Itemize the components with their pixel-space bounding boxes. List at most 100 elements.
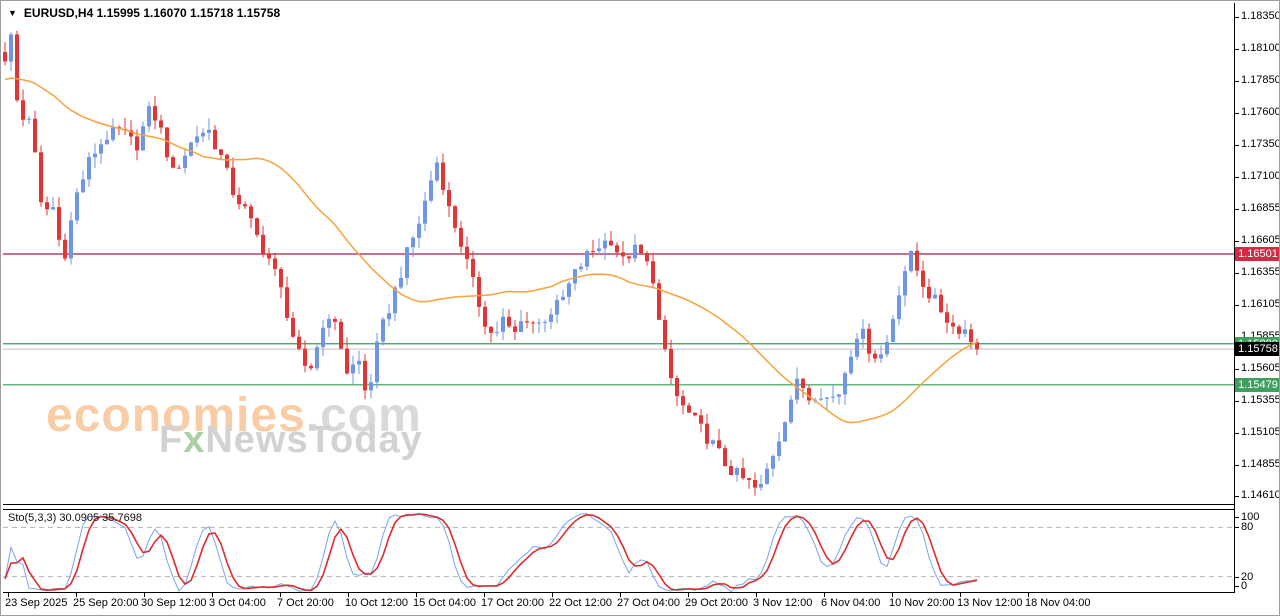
candle-body: [585, 251, 589, 267]
candle-body: [957, 326, 961, 334]
candle-body: [363, 360, 367, 391]
stochastic-d-line: [4, 513, 978, 592]
candle-body: [909, 250, 913, 272]
candle-body: [141, 126, 145, 151]
candle-body: [15, 34, 19, 101]
price-axis-label: 1.17100: [1241, 170, 1280, 182]
time-tick: [416, 593, 417, 597]
price-tick: [1234, 177, 1239, 178]
candle-body: [711, 440, 715, 444]
symbol-dropdown-icon[interactable]: ▼: [8, 8, 17, 18]
price-tick: [1234, 496, 1239, 497]
time-axis-label: 23 Sep 2025: [5, 597, 68, 609]
candle-body: [153, 106, 157, 121]
candle-body: [699, 415, 703, 424]
moving-average-line: [4, 77, 978, 424]
time-axis-label: 30 Sep 12:00: [141, 597, 207, 609]
candle-body: [273, 258, 277, 269]
candle-body: [753, 479, 757, 488]
time-axis-label: 18 Nov 04:00: [1025, 597, 1091, 609]
candle-body: [75, 192, 79, 221]
price-axis-label: 1.16355: [1241, 266, 1280, 278]
indicator-scale-tick: [1234, 527, 1239, 528]
candle-body: [903, 271, 907, 296]
time-tick: [280, 593, 281, 597]
candle-body: [495, 331, 499, 333]
x-axis-line: [3, 592, 1279, 593]
price-tick: [1234, 401, 1239, 402]
candle-body: [135, 136, 139, 151]
candle-body: [39, 152, 43, 203]
candle-body: [663, 319, 667, 350]
candle-body: [693, 412, 697, 416]
candle-body: [159, 120, 163, 128]
candle-body: [615, 245, 619, 253]
candle-body: [657, 283, 661, 320]
candle-body: [315, 347, 319, 369]
candle-body: [789, 399, 793, 423]
candle-body: [381, 319, 385, 342]
indicator-scale-label: 0: [1241, 580, 1248, 592]
candle-body: [483, 306, 487, 327]
candle-body: [717, 440, 721, 449]
price-axis-label: 1.17350: [1241, 138, 1280, 150]
time-axis-label: 22 Oct 12:00: [549, 597, 612, 609]
time-scale[interactable]: 23 Sep 2025 25 Sep 20:00 30 Sep 12:00 3 Oct…: [3, 593, 1279, 615]
watermark-tagline-line: FxNewsToday: [159, 419, 423, 461]
candle-body: [837, 394, 841, 397]
candle-body: [687, 405, 691, 413]
price-scale[interactable]: 1.18350 1.18100 1.17850 1.17600 1.17350 1.171…: [1234, 1, 1280, 615]
candle-body: [861, 328, 865, 339]
candle-body: [561, 296, 565, 301]
time-axis-label: 6 Nov 04:00: [821, 597, 881, 609]
candle-body: [369, 382, 373, 391]
candle-body: [339, 321, 343, 349]
price-chart-canvas[interactable]: economies.com FxNewsToday: [3, 3, 1234, 504]
candle-body: [735, 468, 739, 475]
candle-body: [567, 283, 571, 297]
candle-body: [33, 118, 37, 153]
candle-body: [357, 360, 361, 365]
price-tick: [1234, 305, 1239, 306]
time-axis-label: 17 Oct 20:00: [481, 597, 544, 609]
candle-body: [267, 254, 271, 259]
panel-separator-bottom[interactable]: [3, 509, 1279, 510]
price-axis-label: 1.17600: [1241, 106, 1280, 118]
candle-body: [231, 167, 235, 195]
candle-body: [459, 227, 463, 247]
chart-ohlc-header: ▼ EURUSD,H4 1.15995 1.16070 1.15718 1.15…: [8, 6, 280, 20]
candles-layer: [3, 30, 979, 496]
candle-body: [417, 223, 421, 238]
indicator-scale-tick: [1234, 586, 1239, 587]
candle-body: [579, 266, 583, 270]
candle-body: [249, 206, 253, 219]
candle-body: [915, 250, 919, 271]
watermark-tagline-x: x: [183, 419, 205, 461]
candle-body: [783, 422, 787, 442]
candle-body: [591, 251, 595, 253]
candle-body: [81, 179, 85, 193]
candle-body: [819, 398, 823, 400]
price-axis-label: 1.14855: [1241, 458, 1280, 470]
candle-body: [405, 247, 409, 278]
candle-body: [171, 157, 175, 168]
candle-body: [237, 194, 241, 205]
watermark-brand-suffix: .com: [306, 389, 422, 442]
candle-body: [327, 318, 331, 328]
candle-body: [621, 252, 625, 257]
watermark-tagline-f: F: [159, 419, 183, 461]
candle-body: [453, 206, 457, 228]
candle-body: [825, 397, 829, 399]
candle-body: [255, 218, 259, 235]
candle-body: [213, 129, 217, 150]
indicator-canvas[interactable]: [3, 510, 1234, 592]
panel-separator-top[interactable]: [3, 504, 1279, 505]
price-tick: [1234, 145, 1239, 146]
price-axis-label: 1.18350: [1241, 10, 1280, 22]
candle-body: [207, 129, 211, 133]
candle-body: [471, 259, 475, 278]
candle-body: [501, 316, 505, 332]
candle-body: [423, 200, 427, 224]
time-tick: [144, 593, 145, 597]
